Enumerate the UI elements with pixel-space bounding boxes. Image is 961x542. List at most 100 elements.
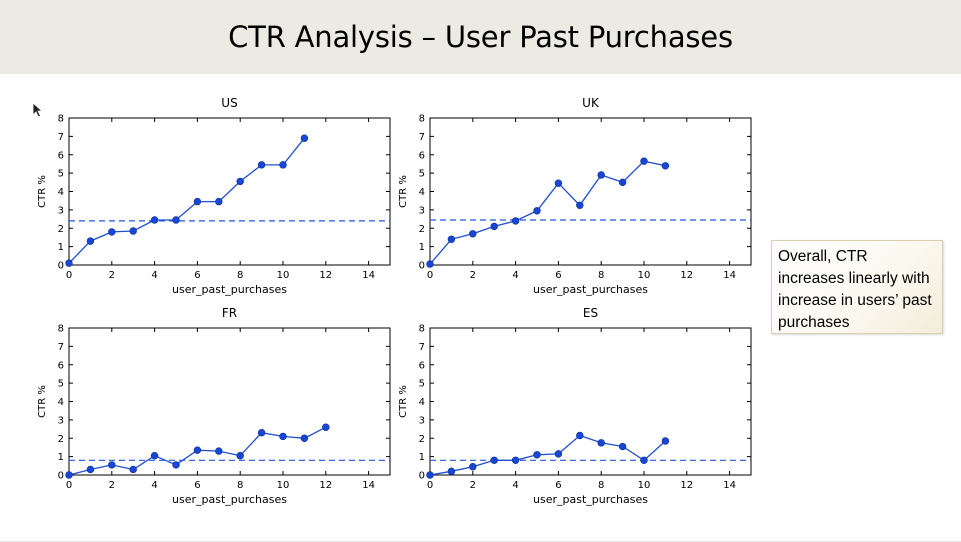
mouse-pointer-icon	[32, 102, 44, 118]
plot-frame	[68, 327, 391, 476]
y-tick-label: 2	[419, 224, 425, 235]
y-tick-label: 6	[419, 150, 425, 161]
x-tick-label: 4	[151, 270, 157, 281]
x-tick-label: 8	[237, 480, 243, 491]
y-tick-label: 1	[419, 452, 425, 463]
data-point	[193, 446, 202, 454]
y-axis-label: CTR %	[37, 385, 48, 418]
chart-title: FR	[222, 306, 237, 320]
x-tick-label: 10	[277, 480, 290, 491]
data-point	[236, 177, 244, 186]
data-point	[554, 179, 563, 187]
summary-callout: Overall, CTR increases linearly with inc…	[771, 240, 943, 334]
data-point	[279, 432, 287, 441]
y-tick-label: 0	[419, 261, 425, 272]
y-tick-label: 8	[58, 324, 64, 335]
data-point	[511, 217, 520, 225]
data-point	[215, 447, 223, 455]
data-point	[86, 465, 95, 474]
data-point	[129, 227, 137, 235]
x-tick-label: 12	[680, 270, 693, 281]
y-tick-label: 0	[58, 471, 64, 482]
x-tick-label: 2	[470, 270, 476, 281]
data-point	[576, 201, 584, 209]
y-tick-label: 5	[419, 169, 425, 180]
x-tick-label: 14	[723, 480, 736, 491]
chart-title: ES	[583, 306, 598, 320]
x-tick-label: 14	[723, 270, 736, 281]
data-point	[193, 197, 202, 206]
data-point	[511, 456, 520, 464]
data-point	[661, 437, 670, 445]
x-tick-label: 2	[470, 480, 476, 491]
data-point	[447, 467, 456, 476]
data-point	[576, 431, 584, 440]
chart-panel-fr: FR0 2 4 6 8 10 12 14012345678user_past_purchase…	[37, 306, 391, 506]
data-point	[279, 161, 287, 169]
chart-title: US	[221, 96, 237, 110]
data-point	[597, 439, 605, 447]
y-tick-label: 8	[419, 324, 425, 335]
data-point	[129, 465, 137, 474]
data-point	[640, 157, 648, 165]
data-point	[172, 461, 180, 469]
y-tick-label: 4	[419, 187, 425, 198]
slide-title: CTR Analysis – User Past Purchases	[228, 20, 733, 54]
y-tick-label: 7	[58, 342, 64, 353]
data-point	[65, 471, 73, 479]
y-tick-label: 2	[419, 434, 425, 445]
x-tick-label: 6	[555, 480, 561, 491]
y-axis-label: CTR %	[37, 175, 48, 208]
y-tick-label: 2	[58, 224, 64, 235]
y-tick-label: 3	[419, 415, 425, 426]
data-point	[108, 228, 116, 236]
x-tick-label: 6	[194, 480, 200, 491]
y-axis-label: CTR %	[398, 385, 409, 418]
y-tick-label: 6	[58, 150, 64, 161]
x-tick-label: 8	[237, 270, 243, 281]
y-tick-label: 7	[419, 342, 425, 353]
data-point	[533, 207, 541, 215]
data-point	[618, 178, 627, 187]
x-axis-label: user_past_purchases	[172, 283, 287, 296]
y-tick-label: 0	[419, 471, 425, 482]
data-point	[257, 429, 266, 437]
y-tick-label: 5	[58, 379, 64, 390]
y-tick-label: 3	[58, 415, 64, 426]
x-tick-label: 4	[151, 480, 157, 491]
data-point	[86, 237, 95, 245]
data-point	[469, 230, 477, 238]
y-tick-label: 4	[58, 187, 64, 198]
y-tick-label: 8	[419, 114, 425, 125]
x-tick-label: 14	[362, 270, 375, 281]
data-point	[640, 456, 648, 464]
y-tick-label: 1	[419, 242, 425, 253]
y-tick-label: 1	[58, 242, 64, 253]
y-tick-label: 6	[58, 360, 64, 371]
x-tick-label: 4	[512, 480, 518, 491]
x-tick-label: 6	[194, 270, 200, 281]
data-point	[661, 162, 670, 170]
summary-callout-text: Overall, CTR increases linearly with inc…	[778, 248, 932, 331]
y-tick-label: 4	[419, 397, 425, 408]
data-point	[426, 471, 434, 479]
x-tick-label: 10	[638, 270, 651, 281]
data-point	[533, 451, 541, 459]
data-point	[618, 442, 627, 451]
x-axis-label: user_past_purchases	[172, 493, 287, 506]
y-tick-label: 8	[58, 114, 64, 125]
x-tick-label: 6	[555, 270, 561, 281]
data-point	[172, 216, 180, 224]
data-point	[215, 197, 223, 206]
data-point	[150, 216, 159, 224]
x-tick-label: 12	[680, 480, 693, 491]
data-point	[490, 456, 498, 464]
data-point	[108, 461, 116, 469]
y-tick-label: 4	[58, 397, 64, 408]
data-point	[300, 434, 309, 442]
y-axis-label: CTR %	[398, 175, 409, 208]
y-tick-label: 1	[58, 452, 64, 463]
chart-panel-uk: UK0 2 4 6 8 10 12 14012345678user_past_purchase…	[398, 96, 752, 296]
x-tick-label: 8	[598, 480, 604, 491]
